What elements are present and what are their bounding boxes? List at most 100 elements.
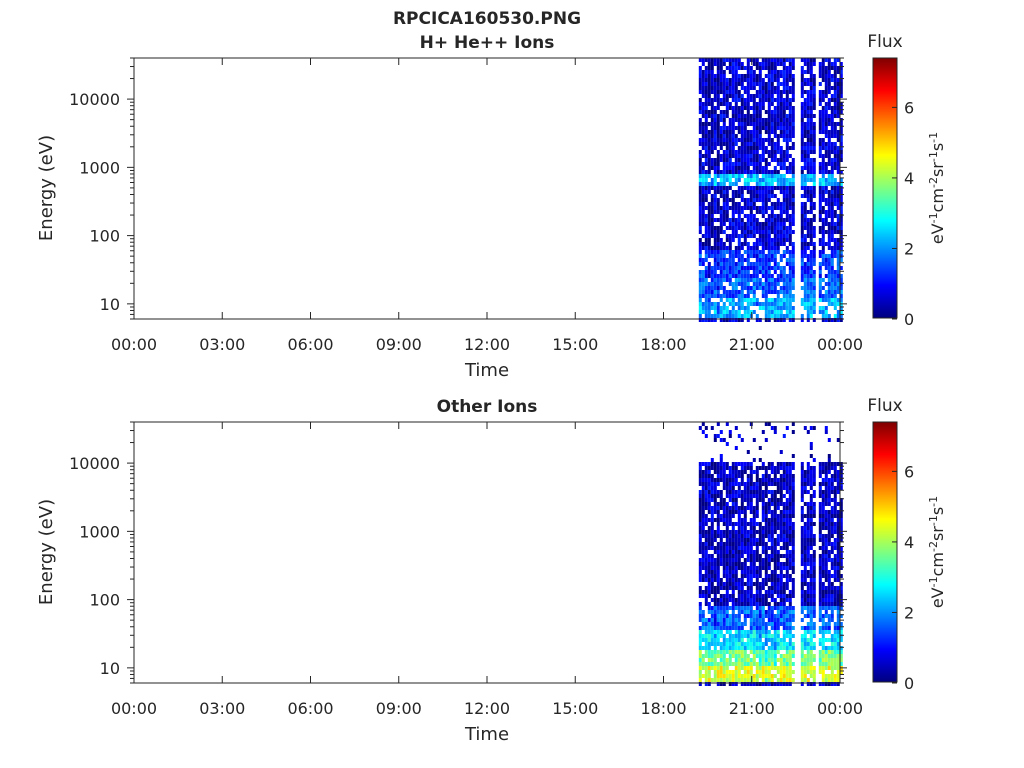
heatmap-cell [746, 246, 750, 250]
heatmap-cell [728, 570, 732, 574]
heatmap-cell [809, 562, 813, 566]
heatmap-cell [818, 70, 822, 74]
heatmap-cell [785, 150, 789, 154]
heatmap-cell [752, 510, 756, 514]
heatmap-cell [731, 114, 735, 118]
heatmap-cell [698, 498, 702, 502]
heatmap-cell [743, 294, 747, 298]
heatmap-cell [803, 70, 807, 74]
heatmap-cell [764, 210, 768, 214]
heatmap-cell [773, 506, 777, 510]
heatmap-cell [767, 498, 771, 502]
heatmap-cell [731, 154, 735, 158]
heatmap-cell [731, 554, 735, 558]
heatmap-cell [830, 674, 834, 678]
heatmap-cell [776, 550, 780, 554]
colorbar-title: Flux [867, 32, 902, 52]
heatmap-cell [791, 246, 795, 250]
heatmap-cell [740, 198, 744, 202]
heatmap-cell [743, 618, 747, 622]
heatmap-cell [713, 134, 717, 138]
heatmap-cell [788, 522, 792, 526]
heatmap-cell [704, 66, 708, 70]
heatmap-cell [701, 78, 705, 82]
heatmap-cell [716, 470, 720, 474]
heatmap-cell [761, 62, 765, 66]
heatmap-cell [698, 518, 702, 522]
heatmap-cell [782, 678, 786, 682]
heatmap-cell [713, 478, 717, 482]
heatmap-cell [767, 466, 771, 470]
heatmap-cell [821, 606, 825, 610]
heatmap-cell [752, 174, 756, 178]
heatmap-cell [716, 514, 720, 518]
heatmap-cell [761, 222, 765, 226]
heatmap-cell [746, 186, 750, 190]
heatmap-cell [806, 62, 810, 66]
heatmap-cell [812, 554, 816, 558]
heatmap-cell [806, 190, 810, 194]
heatmap-cell [749, 646, 753, 650]
heatmap-cell [791, 422, 795, 426]
heatmap-cell [785, 582, 789, 586]
heatmap-cell [710, 474, 714, 478]
heatmap-cell [767, 618, 771, 622]
heatmap-cell [755, 58, 759, 62]
heatmap-cell [728, 594, 732, 598]
heatmap-cell [818, 198, 822, 202]
heatmap-cell [734, 134, 738, 138]
heatmap-cell [719, 98, 723, 102]
heatmap-cell [767, 278, 771, 282]
heatmap-cell [779, 270, 783, 274]
heatmap-cell [839, 582, 843, 586]
heatmap-cell [830, 238, 834, 242]
heatmap-cell [755, 262, 759, 266]
heatmap-cell [773, 494, 777, 498]
heatmap-cell [737, 606, 741, 610]
heatmap-cell [812, 310, 816, 314]
heatmap-cell [746, 86, 750, 90]
heatmap-cell [827, 86, 831, 90]
heatmap-cell [758, 182, 762, 186]
heatmap-cell [743, 546, 747, 550]
heatmap-cell [770, 138, 774, 142]
heatmap-cell [806, 94, 810, 98]
heatmap-cell [740, 170, 744, 174]
heatmap-cell [833, 470, 837, 474]
heatmap-cell [698, 506, 702, 510]
heatmap-cell [698, 262, 702, 266]
heatmap-cell [743, 582, 747, 586]
heatmap-cell [788, 170, 792, 174]
heatmap-cell [701, 638, 705, 642]
heatmap-cell [839, 538, 843, 542]
heatmap-cell [830, 474, 834, 478]
heatmap-cell [827, 514, 831, 518]
heatmap-cell [737, 94, 741, 98]
heatmap-cell [755, 514, 759, 518]
heatmap-cell [803, 646, 807, 650]
heatmap-cell [830, 482, 834, 486]
heatmap-cell [770, 286, 774, 290]
heatmap-cell [728, 186, 732, 190]
heatmap-cell [803, 242, 807, 246]
heatmap-cell [710, 578, 714, 582]
heatmap-cell [830, 582, 834, 586]
heatmap-cell [716, 274, 720, 278]
heatmap-cell [749, 266, 753, 270]
heatmap-cell [701, 170, 705, 174]
heatmap-cell [776, 294, 780, 298]
heatmap-cell [722, 610, 726, 614]
heatmap-cell [701, 70, 705, 74]
heatmap-cell [833, 194, 837, 198]
heatmap-cell [818, 470, 822, 474]
x-tick-label: 15:00 [552, 335, 598, 354]
heatmap-cell [812, 278, 816, 282]
heatmap-cell [809, 558, 813, 562]
heatmap-cell [773, 154, 777, 158]
heatmap-cell [809, 190, 813, 194]
heatmap-cell [761, 466, 765, 470]
heatmap-cell [713, 126, 717, 130]
heatmap-cell [743, 266, 747, 270]
heatmap-cell [782, 102, 786, 106]
heatmap-cell [710, 678, 714, 682]
